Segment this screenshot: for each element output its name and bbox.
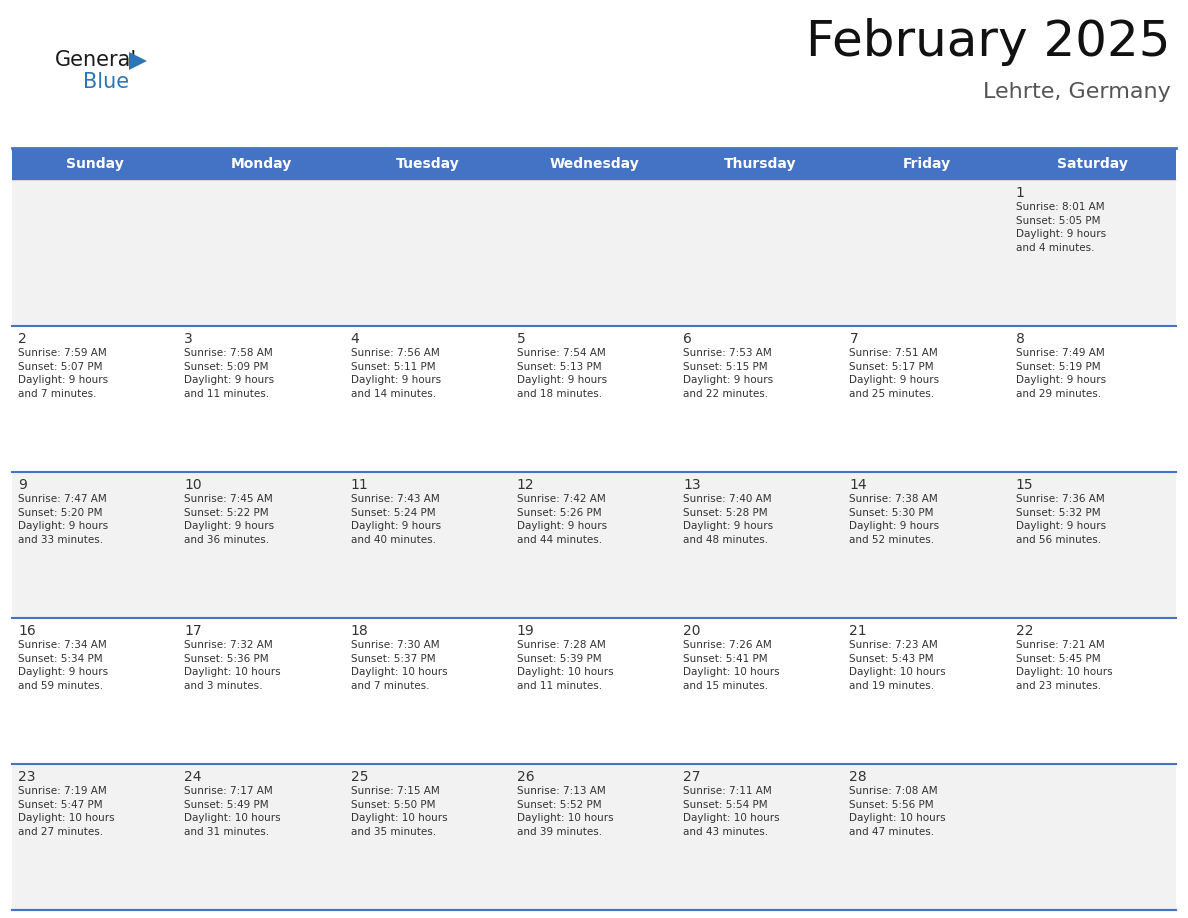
Text: Sunrise: 7:59 AM
Sunset: 5:07 PM
Daylight: 9 hours
and 7 minutes.: Sunrise: 7:59 AM Sunset: 5:07 PM Dayligh… (18, 348, 108, 398)
Text: 7: 7 (849, 332, 858, 346)
Text: 18: 18 (350, 624, 368, 638)
Text: Sunrise: 7:32 AM
Sunset: 5:36 PM
Daylight: 10 hours
and 3 minutes.: Sunrise: 7:32 AM Sunset: 5:36 PM Dayligh… (184, 640, 280, 691)
Bar (1010, 148, 1176, 180)
Text: Sunrise: 7:28 AM
Sunset: 5:39 PM
Daylight: 10 hours
and 11 minutes.: Sunrise: 7:28 AM Sunset: 5:39 PM Dayligh… (517, 640, 613, 691)
Text: 3: 3 (184, 332, 192, 346)
Bar (178, 148, 345, 180)
Text: 8: 8 (1016, 332, 1024, 346)
Text: Sunrise: 7:53 AM
Sunset: 5:15 PM
Daylight: 9 hours
and 22 minutes.: Sunrise: 7:53 AM Sunset: 5:15 PM Dayligh… (683, 348, 773, 398)
Text: 27: 27 (683, 770, 701, 784)
Text: February 2025: February 2025 (807, 18, 1171, 66)
Text: 17: 17 (184, 624, 202, 638)
Text: Sunrise: 7:23 AM
Sunset: 5:43 PM
Daylight: 10 hours
and 19 minutes.: Sunrise: 7:23 AM Sunset: 5:43 PM Dayligh… (849, 640, 946, 691)
Text: Thursday: Thursday (723, 157, 796, 171)
Bar (12, 618, 1176, 764)
Text: Sunrise: 7:56 AM
Sunset: 5:11 PM
Daylight: 9 hours
and 14 minutes.: Sunrise: 7:56 AM Sunset: 5:11 PM Dayligh… (350, 348, 441, 398)
Text: 21: 21 (849, 624, 867, 638)
Text: 12: 12 (517, 478, 535, 492)
Text: Sunrise: 7:51 AM
Sunset: 5:17 PM
Daylight: 9 hours
and 25 minutes.: Sunrise: 7:51 AM Sunset: 5:17 PM Dayligh… (849, 348, 940, 398)
Text: 15: 15 (1016, 478, 1034, 492)
Text: Sunrise: 7:54 AM
Sunset: 5:13 PM
Daylight: 9 hours
and 18 minutes.: Sunrise: 7:54 AM Sunset: 5:13 PM Dayligh… (517, 348, 607, 398)
Text: Tuesday: Tuesday (396, 157, 460, 171)
Text: Friday: Friday (903, 157, 950, 171)
Text: Sunrise: 7:26 AM
Sunset: 5:41 PM
Daylight: 10 hours
and 15 minutes.: Sunrise: 7:26 AM Sunset: 5:41 PM Dayligh… (683, 640, 779, 691)
Text: Saturday: Saturday (1057, 157, 1129, 171)
Text: 14: 14 (849, 478, 867, 492)
Text: Lehrte, Germany: Lehrte, Germany (984, 82, 1171, 102)
Bar (12, 764, 1176, 910)
Bar (511, 148, 677, 180)
Text: 4: 4 (350, 332, 359, 346)
Bar (12, 180, 1176, 326)
Text: 11: 11 (350, 478, 368, 492)
Text: 10: 10 (184, 478, 202, 492)
Text: Sunrise: 7:21 AM
Sunset: 5:45 PM
Daylight: 10 hours
and 23 minutes.: Sunrise: 7:21 AM Sunset: 5:45 PM Dayligh… (1016, 640, 1112, 691)
Text: 9: 9 (18, 478, 27, 492)
Text: Sunrise: 7:30 AM
Sunset: 5:37 PM
Daylight: 10 hours
and 7 minutes.: Sunrise: 7:30 AM Sunset: 5:37 PM Dayligh… (350, 640, 447, 691)
Text: 5: 5 (517, 332, 525, 346)
Text: Sunrise: 7:13 AM
Sunset: 5:52 PM
Daylight: 10 hours
and 39 minutes.: Sunrise: 7:13 AM Sunset: 5:52 PM Dayligh… (517, 786, 613, 837)
Text: Sunrise: 7:15 AM
Sunset: 5:50 PM
Daylight: 10 hours
and 35 minutes.: Sunrise: 7:15 AM Sunset: 5:50 PM Dayligh… (350, 786, 447, 837)
Text: Blue: Blue (83, 72, 129, 92)
Text: Sunrise: 7:49 AM
Sunset: 5:19 PM
Daylight: 9 hours
and 29 minutes.: Sunrise: 7:49 AM Sunset: 5:19 PM Dayligh… (1016, 348, 1106, 398)
Text: Wednesday: Wednesday (549, 157, 639, 171)
Bar (12, 472, 1176, 618)
Bar (345, 148, 511, 180)
Text: Sunrise: 7:58 AM
Sunset: 5:09 PM
Daylight: 9 hours
and 11 minutes.: Sunrise: 7:58 AM Sunset: 5:09 PM Dayligh… (184, 348, 274, 398)
Text: Sunrise: 7:40 AM
Sunset: 5:28 PM
Daylight: 9 hours
and 48 minutes.: Sunrise: 7:40 AM Sunset: 5:28 PM Dayligh… (683, 494, 773, 544)
Text: Sunday: Sunday (67, 157, 124, 171)
Text: Sunrise: 7:19 AM
Sunset: 5:47 PM
Daylight: 10 hours
and 27 minutes.: Sunrise: 7:19 AM Sunset: 5:47 PM Dayligh… (18, 786, 114, 837)
Text: Sunrise: 7:47 AM
Sunset: 5:20 PM
Daylight: 9 hours
and 33 minutes.: Sunrise: 7:47 AM Sunset: 5:20 PM Dayligh… (18, 494, 108, 544)
Text: Sunrise: 7:36 AM
Sunset: 5:32 PM
Daylight: 9 hours
and 56 minutes.: Sunrise: 7:36 AM Sunset: 5:32 PM Dayligh… (1016, 494, 1106, 544)
Polygon shape (129, 52, 147, 70)
Text: Monday: Monday (230, 157, 292, 171)
Text: Sunrise: 7:17 AM
Sunset: 5:49 PM
Daylight: 10 hours
and 31 minutes.: Sunrise: 7:17 AM Sunset: 5:49 PM Dayligh… (184, 786, 280, 837)
Text: 6: 6 (683, 332, 693, 346)
Text: 26: 26 (517, 770, 535, 784)
Text: 23: 23 (18, 770, 36, 784)
Text: 2: 2 (18, 332, 27, 346)
Text: Sunrise: 8:01 AM
Sunset: 5:05 PM
Daylight: 9 hours
and 4 minutes.: Sunrise: 8:01 AM Sunset: 5:05 PM Dayligh… (1016, 202, 1106, 252)
Text: Sunrise: 7:43 AM
Sunset: 5:24 PM
Daylight: 9 hours
and 40 minutes.: Sunrise: 7:43 AM Sunset: 5:24 PM Dayligh… (350, 494, 441, 544)
Text: 22: 22 (1016, 624, 1034, 638)
Text: Sunrise: 7:42 AM
Sunset: 5:26 PM
Daylight: 9 hours
and 44 minutes.: Sunrise: 7:42 AM Sunset: 5:26 PM Dayligh… (517, 494, 607, 544)
Text: 28: 28 (849, 770, 867, 784)
Text: 13: 13 (683, 478, 701, 492)
Text: General: General (55, 50, 138, 70)
Text: 24: 24 (184, 770, 202, 784)
Text: Sunrise: 7:38 AM
Sunset: 5:30 PM
Daylight: 9 hours
and 52 minutes.: Sunrise: 7:38 AM Sunset: 5:30 PM Dayligh… (849, 494, 940, 544)
Bar (677, 148, 843, 180)
Bar (12, 148, 178, 180)
Text: Sunrise: 7:11 AM
Sunset: 5:54 PM
Daylight: 10 hours
and 43 minutes.: Sunrise: 7:11 AM Sunset: 5:54 PM Dayligh… (683, 786, 779, 837)
Text: 19: 19 (517, 624, 535, 638)
Text: Sunrise: 7:34 AM
Sunset: 5:34 PM
Daylight: 9 hours
and 59 minutes.: Sunrise: 7:34 AM Sunset: 5:34 PM Dayligh… (18, 640, 108, 691)
Text: Sunrise: 7:45 AM
Sunset: 5:22 PM
Daylight: 9 hours
and 36 minutes.: Sunrise: 7:45 AM Sunset: 5:22 PM Dayligh… (184, 494, 274, 544)
Text: 20: 20 (683, 624, 701, 638)
Bar (12, 326, 1176, 472)
Bar (843, 148, 1010, 180)
Text: Sunrise: 7:08 AM
Sunset: 5:56 PM
Daylight: 10 hours
and 47 minutes.: Sunrise: 7:08 AM Sunset: 5:56 PM Dayligh… (849, 786, 946, 837)
Text: 1: 1 (1016, 186, 1024, 200)
Text: 16: 16 (18, 624, 36, 638)
Text: 25: 25 (350, 770, 368, 784)
